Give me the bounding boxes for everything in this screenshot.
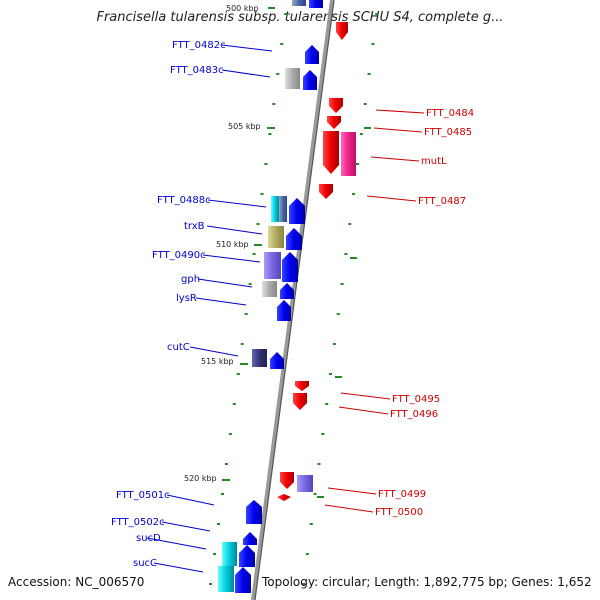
right-labels: FTT_0484 FTT_0485 mutL FTT_0487 FTT_0495… (375, 108, 474, 518)
gene-lysr[interactable] (277, 300, 291, 321)
label-ftt-0484[interactable]: FTT_0484 (426, 108, 474, 119)
gene-trxb-olive[interactable] (268, 226, 284, 248)
gene-ftt-0500[interactable] (277, 494, 291, 501)
gene-ftt-0501c[interactable] (246, 500, 262, 524)
label-ftt-0485[interactable]: FTT_0485 (424, 127, 472, 138)
gene-ftt-0488c[interactable] (289, 198, 305, 224)
gene-mutl[interactable] (323, 131, 339, 174)
gene-ftt-0488c-steel[interactable] (279, 196, 287, 222)
gene-ftt-0499-red[interactable] (280, 472, 294, 489)
tick-marks (209, 13, 379, 585)
gene-ftt-0485[interactable] (327, 116, 341, 129)
label-ftt-0487[interactable]: FTT_0487 (418, 196, 466, 207)
kbp-label-510: 510 kbp (216, 240, 249, 249)
gene-ftt-0490c-violet[interactable] (264, 252, 281, 279)
label-ftt-0495[interactable]: FTT_0495 (392, 394, 440, 405)
gene-top-steel[interactable] (292, 0, 306, 6)
gene-cutc[interactable] (270, 352, 284, 369)
genome-backbone-shadow (254, 0, 335, 600)
kbp-label-500: 500 kbp (226, 4, 259, 13)
gene-ftt-0490c[interactable] (282, 252, 298, 282)
accession-text: Accession: NC_006570 (8, 575, 145, 589)
gene-ftt-0496[interactable] (293, 393, 307, 410)
reverse-genes (277, 22, 356, 501)
gene-ftt-0488c-cyan[interactable] (271, 196, 279, 222)
label-ftt-0499[interactable]: FTT_0499 (378, 489, 426, 500)
label-ftt-0500[interactable]: FTT_0500 (375, 507, 423, 518)
gene-ftt-0483c-gray[interactable] (285, 68, 300, 89)
kbp-label-505: 505 kbp (228, 122, 261, 131)
label-ftt-0482c[interactable]: FTT_0482c (172, 40, 226, 51)
gene-cutc-navy[interactable] (252, 349, 267, 367)
gene-ftt-0495[interactable] (295, 381, 309, 391)
gene-mutl-pink[interactable] (341, 132, 356, 176)
label-gph[interactable]: gph (181, 274, 200, 285)
gene-trxb[interactable] (286, 228, 302, 250)
gene-ftt-0482c[interactable] (305, 45, 319, 64)
right-leaders (324, 109, 425, 513)
label-mutl[interactable]: mutL (421, 156, 447, 167)
gene-succ-cyan[interactable] (218, 566, 234, 592)
gene-succ[interactable] (235, 567, 251, 593)
gene-ftt-0483c[interactable] (303, 70, 317, 90)
gene-gph-gray[interactable] (262, 281, 277, 297)
label-lysr[interactable]: lysR (176, 293, 197, 304)
left-labels: FTT_0482c FTT_0483c FTT_0488c trxB FTT_0… (111, 40, 226, 569)
kbp-label-520: 520 kbp (184, 474, 217, 483)
gene-sucd-cyan[interactable] (222, 542, 237, 566)
genome-info-text: Topology: circular; Length: 1,892,775 bp… (262, 575, 592, 589)
gene-ftt-0502c[interactable] (243, 532, 257, 545)
kbp-ticks (222, 7, 275, 481)
label-cutc[interactable]: cutC (167, 342, 190, 353)
label-ftt-0502c[interactable]: FTT_0502c (111, 517, 165, 528)
gene-ftt-0499-violet[interactable] (297, 475, 313, 492)
label-ftt-0496[interactable]: FTT_0496 (390, 409, 438, 420)
genome-backbone (251, 0, 334, 600)
map-title: Francisella tularensis subsp. tularensis… (96, 10, 504, 25)
label-succ[interactable]: sucC (133, 558, 157, 569)
gene-sucd[interactable] (239, 545, 255, 567)
gene-top-red[interactable] (336, 22, 348, 40)
gene-gph[interactable] (280, 283, 294, 299)
label-ftt-0501c[interactable]: FTT_0501c (116, 490, 170, 501)
label-ftt-0488c[interactable]: FTT_0488c (157, 195, 211, 206)
gene-top-blue[interactable] (309, 0, 323, 8)
forward-genes (218, 0, 323, 593)
kbp-label-515: 515 kbp (201, 357, 234, 366)
left-leaders (146, 44, 273, 573)
gene-ftt-0487[interactable] (319, 184, 333, 199)
gene-ftt-0484[interactable] (329, 98, 343, 113)
label-ftt-0483c[interactable]: FTT_0483c (170, 65, 224, 76)
label-sucd[interactable]: sucD (136, 533, 161, 544)
label-ftt-0490c[interactable]: FTT_0490c (152, 250, 206, 261)
label-trxb[interactable]: trxB (184, 221, 205, 232)
